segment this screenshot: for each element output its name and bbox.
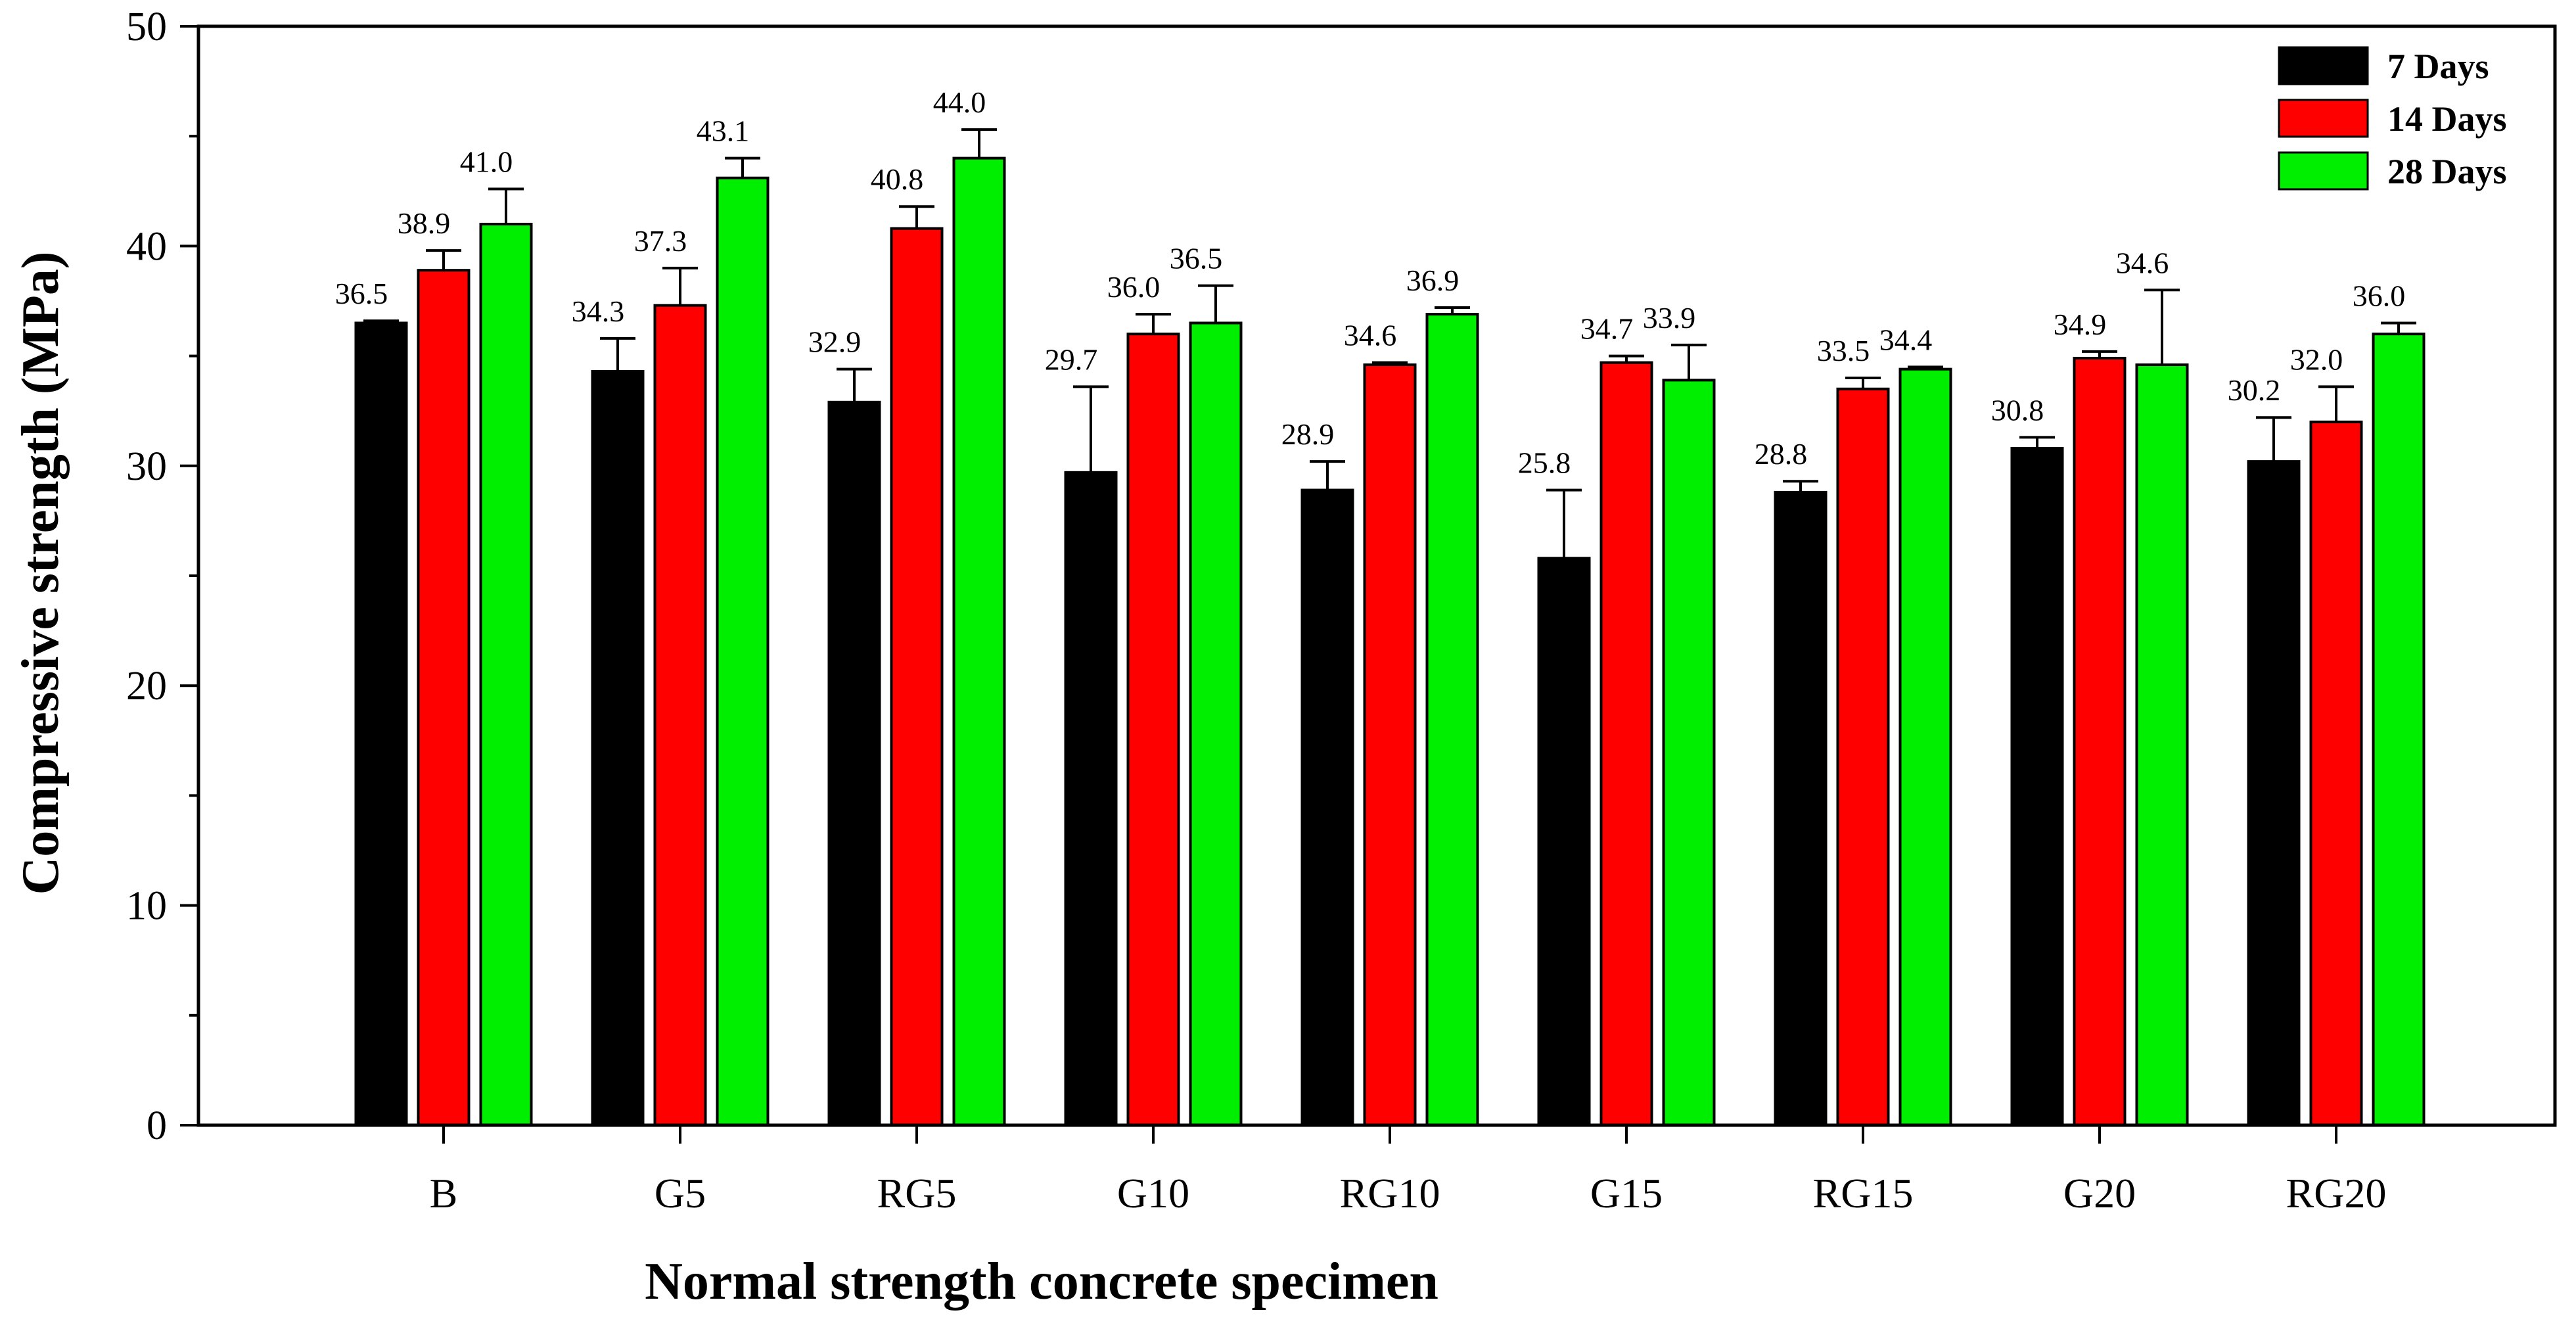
y-tick-label-10: 10 xyxy=(126,884,167,929)
data-label-g15-0: 25.8 xyxy=(1518,446,1571,480)
data-label-g20-1: 34.9 xyxy=(2054,308,2107,341)
data-label-rg15-0: 28.8 xyxy=(1755,437,1808,471)
bar-b-14-days xyxy=(417,269,471,1127)
data-label-g5-2: 43.1 xyxy=(697,114,750,148)
data-label-rg5-2: 44.0 xyxy=(933,85,986,119)
x-tick-label-b: B xyxy=(430,1170,458,1217)
data-label-b-0: 36.5 xyxy=(335,277,388,310)
bar-rg10-14-days xyxy=(1363,363,1417,1127)
legend-label-7-days: 7 Days xyxy=(2387,47,2489,86)
y-tick-label-40: 40 xyxy=(126,224,167,269)
legend-label-28-days: 28 Days xyxy=(2387,152,2507,191)
data-label-rg20-1: 32.0 xyxy=(2290,342,2343,376)
bar-rg15-14-days xyxy=(1836,387,1890,1127)
data-label-b-1: 38.9 xyxy=(398,206,451,240)
data-label-rg5-1: 40.8 xyxy=(871,162,924,196)
bar-b-7-days xyxy=(354,321,408,1127)
data-label-g20-0: 30.8 xyxy=(1991,393,2044,427)
bar-rg20-14-days xyxy=(2309,420,2363,1127)
x-axis-title: Normal strength concrete specimen xyxy=(645,1253,1438,1311)
labels-layer: 36.5 38.9 41.0 B 34.3 37.3 43.1 G5 32.9 40.8 44.0 R… xyxy=(126,5,2405,1217)
bar-g20-28-days xyxy=(2135,363,2189,1127)
y-tick-label-30: 30 xyxy=(126,444,167,489)
bar-rg15-28-days xyxy=(1898,367,1952,1127)
bar-g5-28-days xyxy=(716,176,770,1127)
data-label-g10-2: 36.5 xyxy=(1170,242,1223,275)
x-tick-label-rg15: RG15 xyxy=(1813,1170,1914,1217)
bar-rg20-7-days xyxy=(2247,460,2301,1127)
x-tick-label-g10: G10 xyxy=(1117,1170,1189,1217)
x-tick-label-rg10: RG10 xyxy=(1340,1170,1440,1217)
axes-layer xyxy=(180,24,2557,1144)
data-label-rg20-2: 36.0 xyxy=(2353,279,2406,312)
bar-rg10-7-days xyxy=(1300,488,1354,1127)
data-label-g10-0: 29.7 xyxy=(1045,342,1098,376)
legend-swatch-28-days xyxy=(2278,151,2369,191)
bar-g15-7-days xyxy=(1537,557,1591,1127)
bar-g10-7-days xyxy=(1064,471,1118,1127)
data-label-rg10-1: 34.6 xyxy=(1344,319,1397,352)
legend: 7 Days 14 Days 28 Days xyxy=(2278,46,2507,191)
data-label-g15-2: 33.9 xyxy=(1643,301,1696,335)
y-tick-label-0: 0 xyxy=(147,1104,167,1148)
bar-rg5-14-days xyxy=(890,227,944,1127)
x-tick-label-rg5: RG5 xyxy=(877,1170,957,1217)
bar-rg10-28-days xyxy=(1425,313,1479,1127)
x-tick-label-g20: G20 xyxy=(2063,1170,2136,1217)
bar-rg15-7-days xyxy=(1774,490,1828,1127)
bar-g5-7-days xyxy=(591,370,645,1127)
data-label-b-2: 41.0 xyxy=(460,145,513,178)
data-label-g5-1: 37.3 xyxy=(634,224,687,258)
bar-rg5-28-days xyxy=(952,156,1006,1127)
x-tick-label-g15: G15 xyxy=(1590,1170,1663,1217)
y-tick-label-20: 20 xyxy=(126,664,167,709)
data-label-rg10-2: 36.9 xyxy=(1406,264,1460,297)
data-label-g10-1: 36.0 xyxy=(1107,270,1161,304)
legend-swatch-7-days xyxy=(2278,46,2369,85)
legend-swatch-14-days xyxy=(2278,99,2369,138)
y-tick-label-50: 50 xyxy=(126,5,167,49)
y-axis-title: Compressive strength (MPa) xyxy=(12,251,70,895)
data-label-rg20-0: 30.2 xyxy=(2228,373,2281,407)
bar-b-28-days xyxy=(479,222,533,1127)
data-label-rg10-0: 28.9 xyxy=(1281,417,1335,451)
data-label-g5-0: 34.3 xyxy=(572,294,625,328)
x-tick-label-rg20: RG20 xyxy=(2286,1170,2387,1217)
bar-g20-7-days xyxy=(2010,447,2064,1127)
bar-g15-28-days xyxy=(1662,379,1716,1127)
data-label-rg15-1: 33.5 xyxy=(1817,334,1870,367)
bar-g10-28-days xyxy=(1189,321,1243,1127)
bar-g15-14-days xyxy=(1599,361,1653,1127)
data-label-g20-2: 34.6 xyxy=(2116,246,2169,279)
legend-label-14-days: 14 Days xyxy=(2387,99,2507,139)
bar-g10-14-days xyxy=(1126,333,1180,1127)
x-tick-label-g5: G5 xyxy=(655,1170,706,1217)
data-label-rg5-0: 32.9 xyxy=(808,325,862,359)
bar-rg20-28-days xyxy=(2372,333,2426,1127)
data-label-rg15-2: 34.4 xyxy=(1879,323,1933,356)
data-label-g15-1: 34.7 xyxy=(1580,312,1634,346)
bars-layer xyxy=(354,128,2426,1127)
bar-g5-14-days xyxy=(653,304,707,1127)
bar-rg5-7-days xyxy=(827,400,881,1127)
bar-g20-14-days xyxy=(2073,356,2127,1127)
